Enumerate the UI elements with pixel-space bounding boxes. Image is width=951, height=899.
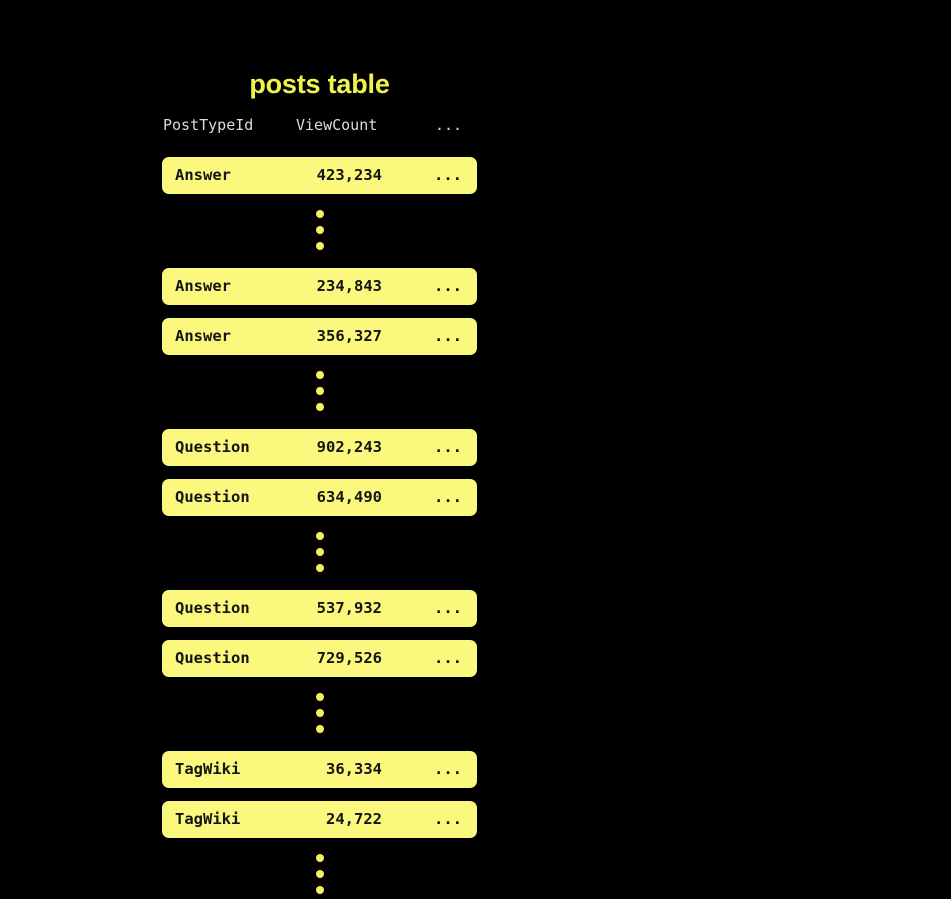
- table-body: Answer 423,234... Answer 234,843... Answer 35…: [162, 157, 477, 899]
- table-row[interactable]: Answer 356,327...: [162, 318, 477, 355]
- posts-table: PostTypeId ViewCount ... Answer 423,234..…: [162, 112, 477, 899]
- table-row[interactable]: TagWiki 24,722...: [162, 801, 477, 838]
- cell-view-count: 356,327: [316, 327, 382, 345]
- cell-more: ...: [434, 438, 462, 456]
- table-row[interactable]: Question 902,243...: [162, 429, 477, 466]
- cell-view-count: 634,490: [316, 488, 382, 506]
- cell-view-count: 902,243: [316, 438, 382, 456]
- ellipsis-dot-icon: [315, 870, 324, 878]
- ellipsis-dot-icon: [315, 210, 324, 218]
- table-row[interactable]: Question 634,490...: [162, 479, 477, 516]
- cell-more: ...: [434, 810, 462, 828]
- cell-view-count: 423,234: [316, 166, 382, 184]
- ellipsis-dot-icon: [315, 548, 324, 556]
- cell-post-type-id: Question: [175, 488, 250, 506]
- cell-view-count: 537,932: [316, 599, 382, 617]
- cell-post-type-id: Question: [175, 649, 250, 667]
- ellipsis-dot-icon: [315, 725, 324, 733]
- ellipsis-dot-icon: [315, 854, 324, 862]
- column-header-more: ...: [435, 116, 463, 134]
- page-title: posts table: [249, 69, 390, 99]
- vertical-ellipsis: [162, 207, 477, 255]
- table-row[interactable]: TagWiki 36,334...: [162, 751, 477, 788]
- table-row[interactable]: Answer 234,843...: [162, 268, 477, 305]
- cell-more: ...: [434, 599, 462, 617]
- ellipsis-dot-icon: [315, 709, 324, 717]
- table-row[interactable]: Question 537,932...: [162, 590, 477, 627]
- column-header-view-count: ViewCount: [296, 116, 378, 134]
- cell-view-count: 36,334: [326, 760, 382, 778]
- cell-more: ...: [434, 760, 462, 778]
- ellipsis-dot-icon: [315, 371, 324, 379]
- cell-post-type-id: Answer: [175, 166, 231, 184]
- column-header-post-type-id: PostTypeId: [163, 116, 254, 134]
- cell-post-type-id: Answer: [175, 277, 231, 295]
- cell-more: ...: [434, 649, 462, 667]
- posts-table-figure: posts table PostTypeId ViewCount ... Ans…: [162, 69, 477, 894]
- ellipsis-dot-icon: [315, 403, 324, 411]
- cell-more: ...: [434, 166, 462, 184]
- vertical-ellipsis: [162, 529, 477, 577]
- vertical-ellipsis: [162, 690, 477, 738]
- table-header-row: PostTypeId ViewCount ...: [162, 112, 477, 138]
- cell-view-count: 234,843: [316, 277, 382, 295]
- cell-post-type-id: Question: [175, 438, 250, 456]
- table-row[interactable]: Question 729,526...: [162, 640, 477, 677]
- vertical-ellipsis: [162, 368, 477, 416]
- ellipsis-dot-icon: [315, 693, 324, 701]
- vertical-ellipsis: [162, 851, 477, 899]
- cell-more: ...: [434, 488, 462, 506]
- ellipsis-dot-icon: [315, 387, 324, 395]
- cell-view-count: 24,722: [326, 810, 382, 828]
- cell-more: ...: [434, 327, 462, 345]
- cell-post-type-id: Answer: [175, 327, 231, 345]
- ellipsis-dot-icon: [315, 886, 324, 894]
- ellipsis-dot-icon: [315, 564, 324, 572]
- ellipsis-dot-icon: [315, 242, 324, 250]
- cell-post-type-id: Question: [175, 599, 250, 617]
- table-row[interactable]: Answer 423,234...: [162, 157, 477, 194]
- ellipsis-dot-icon: [315, 226, 324, 234]
- cell-view-count: 729,526: [316, 649, 382, 667]
- ellipsis-dot-icon: [315, 532, 324, 540]
- cell-post-type-id: TagWiki: [175, 760, 241, 778]
- cell-more: ...: [434, 277, 462, 295]
